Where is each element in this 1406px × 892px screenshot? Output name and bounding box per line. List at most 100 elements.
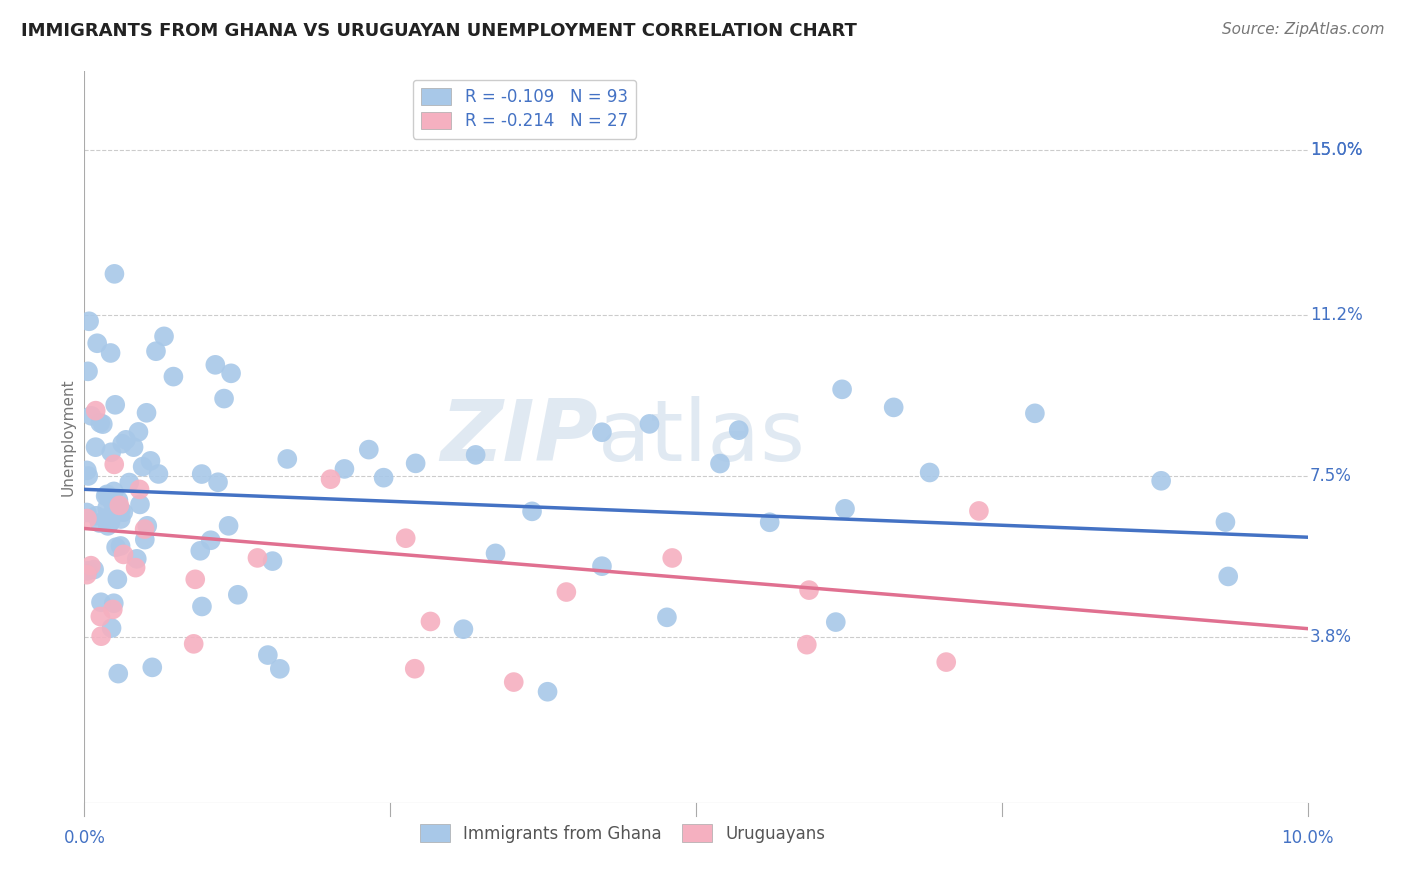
Point — [107, 666, 129, 681]
Point — [727, 423, 749, 437]
Text: IMMIGRANTS FROM GHANA VS URUGUAYAN UNEMPLOYMENT CORRELATION CHART: IMMIGRANTS FROM GHANA VS URUGUAYAN UNEMP… — [21, 22, 858, 40]
Point — [77, 469, 100, 483]
Point — [104, 398, 127, 412]
Point — [661, 551, 683, 566]
Point — [226, 588, 249, 602]
Point — [84, 440, 107, 454]
Point — [555, 585, 578, 599]
Point — [218, 518, 240, 533]
Point — [834, 501, 856, 516]
Point — [112, 548, 135, 562]
Point — [103, 267, 125, 281]
Point — [831, 382, 853, 396]
Text: 15.0%: 15.0% — [1310, 141, 1362, 159]
Point — [127, 425, 149, 439]
Point — [100, 516, 122, 530]
Point — [520, 504, 543, 518]
Point — [758, 516, 780, 530]
Point — [141, 660, 163, 674]
Point — [405, 456, 427, 470]
Point — [709, 457, 731, 471]
Point — [918, 466, 941, 480]
Text: 0.0%: 0.0% — [63, 829, 105, 847]
Point — [204, 358, 226, 372]
Point — [76, 511, 98, 525]
Point — [76, 564, 98, 578]
Point — [91, 417, 114, 431]
Point — [638, 417, 661, 431]
Point — [207, 475, 229, 490]
Y-axis label: Unemployment: Unemployment — [60, 378, 76, 496]
Point — [131, 459, 153, 474]
Point — [115, 433, 138, 447]
Point — [591, 559, 613, 574]
Point — [145, 344, 167, 359]
Point — [110, 539, 132, 553]
Point — [112, 505, 135, 519]
Text: atlas: atlas — [598, 395, 806, 479]
Point — [96, 510, 118, 524]
Point — [96, 487, 118, 501]
Text: 7.5%: 7.5% — [1310, 467, 1353, 485]
Point — [276, 452, 298, 467]
Point — [135, 406, 157, 420]
Point — [77, 314, 100, 328]
Point — [103, 484, 125, 499]
Point — [90, 595, 112, 609]
Point — [655, 610, 678, 624]
Point — [1024, 406, 1046, 420]
Point — [96, 500, 118, 515]
Point — [536, 684, 558, 698]
Point — [107, 493, 129, 508]
Point — [83, 562, 105, 576]
Point — [122, 440, 145, 454]
Point — [419, 615, 441, 629]
Point — [111, 436, 134, 450]
Point — [464, 448, 486, 462]
Point — [269, 662, 291, 676]
Point — [183, 637, 205, 651]
Point — [1215, 515, 1237, 529]
Point — [333, 462, 356, 476]
Point — [153, 329, 176, 343]
Point — [76, 463, 98, 477]
Point — [90, 629, 112, 643]
Point — [148, 467, 170, 481]
Point — [453, 622, 475, 636]
Point — [1218, 569, 1240, 583]
Text: ZIP: ZIP — [440, 395, 598, 479]
Point — [101, 602, 124, 616]
Point — [89, 609, 111, 624]
Point — [118, 475, 141, 490]
Point — [212, 392, 235, 406]
Point — [76, 506, 98, 520]
Point — [796, 638, 818, 652]
Point — [219, 367, 242, 381]
Point — [824, 615, 846, 629]
Point — [101, 496, 124, 510]
Point — [128, 483, 150, 497]
Point — [136, 518, 159, 533]
Point — [184, 572, 207, 586]
Point — [97, 519, 120, 533]
Point — [110, 503, 132, 517]
Point — [84, 403, 107, 417]
Point — [395, 531, 418, 545]
Point — [103, 458, 125, 472]
Point — [80, 558, 103, 573]
Point — [110, 512, 132, 526]
Point — [76, 567, 98, 582]
Point — [134, 522, 156, 536]
Point — [935, 655, 957, 669]
Point — [373, 470, 395, 484]
Point — [357, 442, 380, 457]
Point — [246, 550, 269, 565]
Point — [94, 489, 117, 503]
Point — [257, 648, 280, 662]
Point — [319, 472, 342, 486]
Point — [883, 401, 905, 415]
Point — [86, 336, 108, 351]
Point — [484, 546, 506, 560]
Point — [103, 596, 125, 610]
Legend: Immigrants from Ghana, Uruguayans: Immigrants from Ghana, Uruguayans — [413, 818, 832, 849]
